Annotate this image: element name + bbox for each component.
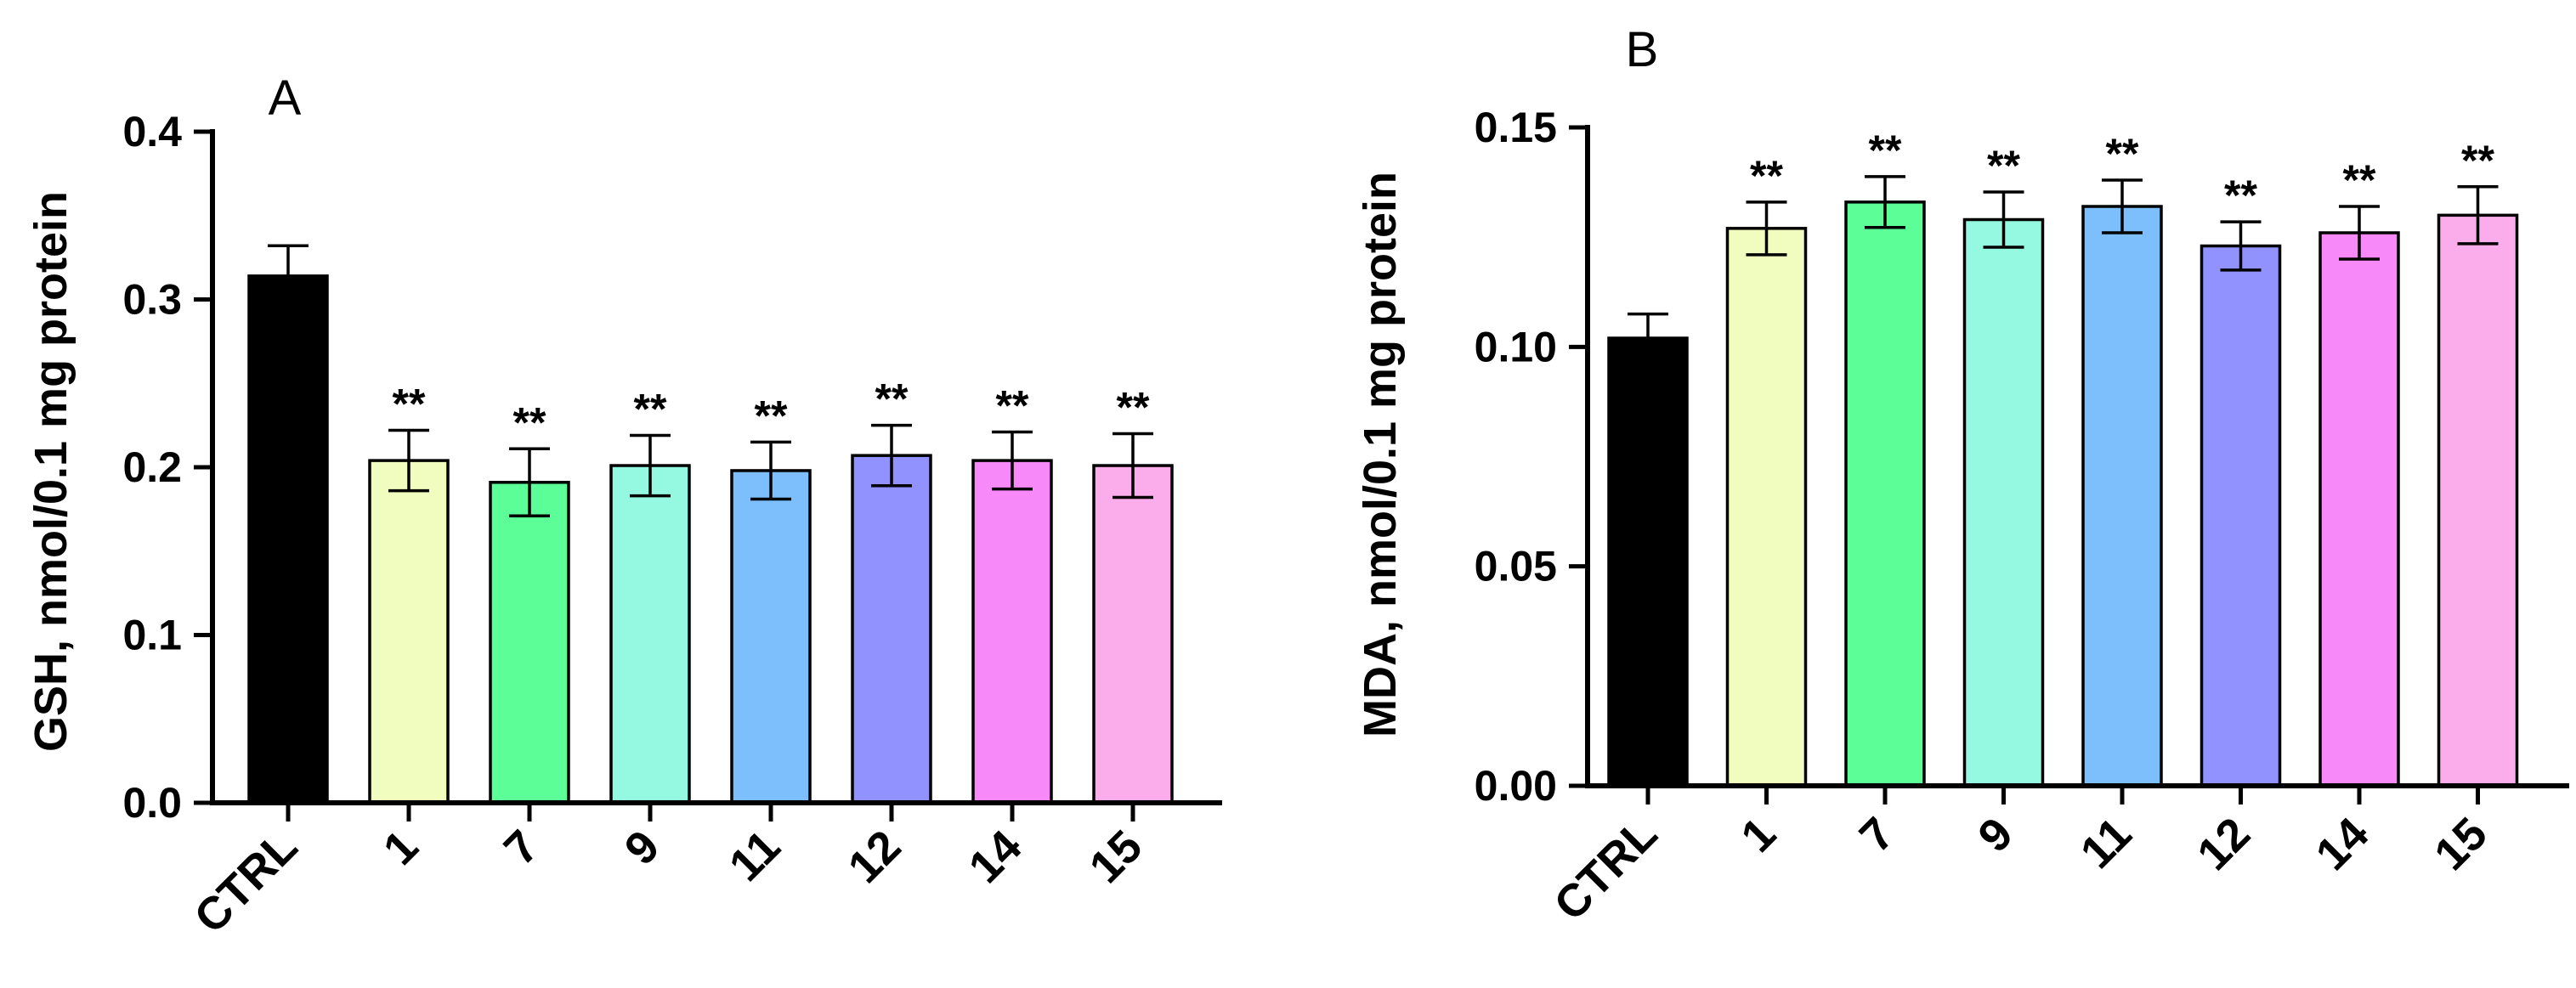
panel-b-x-tick-label-ctrl: CTRL [1544, 808, 1667, 930]
panel-a-error-bar-11 [750, 440, 791, 501]
panel-b-y-tick-label: 0.00 [1475, 762, 1557, 810]
panel-a-marks: ** ** ** ** ** ** ** 0.0 0.1 0.2 0.3 0.4 CTRL 1 7 9 11 12… [122, 108, 1222, 943]
panel-a-bar-1 [368, 459, 450, 805]
panel-b-y-tick-label: 0.15 [1475, 104, 1557, 151]
panel-b-x-tick-label-7: 7 [1850, 808, 1905, 862]
panel-a-title: A [269, 71, 302, 126]
panel-a-error-bar-7 [509, 447, 550, 518]
panel-b-title: B [1626, 22, 1659, 77]
panel-b-error-bar-ctrl [1628, 312, 1668, 338]
panel-b-x-tick-label-15: 15 [2425, 808, 2497, 880]
panel-a-y-tick-label: 0.0 [122, 779, 182, 827]
panel-a-y-axis-label: GSH, nmol/0.1 mg protein [25, 191, 76, 752]
panel-b-error-bar-9 [1983, 190, 2024, 249]
panel-b-y-tick-label: 0.10 [1475, 323, 1557, 370]
panel-a-x-tick-label-15: 15 [1080, 821, 1152, 893]
panel-b-y-axis-label: MDA, nmol/0.1 mg protein [1355, 172, 1406, 737]
panel-a-y-tick-label: 0.1 [122, 612, 182, 659]
panel-a-bar-ctrl [247, 274, 329, 805]
panel-b-error-bar-7 [1865, 175, 1905, 229]
panel-b-bar-15 [2437, 213, 2519, 788]
panel-b-x-tick-label-12: 12 [2188, 808, 2260, 880]
panel-a-bar-15 [1092, 464, 1174, 805]
panel-a-error-bar-1 [388, 428, 429, 493]
panel-b-bar-11 [2081, 205, 2163, 788]
panel-b-bar-7 [1844, 200, 1926, 788]
panel-a-error-bar-12 [871, 423, 912, 488]
panel-a-y-tick-label: 0.4 [122, 108, 182, 155]
panel-a-x-tick-label-12: 12 [839, 821, 911, 893]
panel-b-bar-14 [2318, 231, 2400, 788]
panel-b-error-bar-12 [2220, 220, 2262, 272]
panel-b-significance-14: ** [2343, 156, 2376, 204]
panel-a-error-bar-ctrl [268, 244, 309, 276]
panel-b-bar-12 [2200, 244, 2282, 788]
panel-a-significance-1: ** [393, 381, 426, 428]
panel-b-significance-15: ** [2461, 137, 2494, 184]
panel-a-x-tick-label-1: 1 [374, 821, 428, 875]
panel-a-bar-11 [730, 469, 812, 805]
panel-b-significance-7: ** [1869, 127, 1902, 174]
panel-b-significance-1: ** [1750, 152, 1783, 200]
panel-a-bar-9 [609, 464, 691, 805]
panel-a-y-tick-label: 0.2 [122, 443, 182, 491]
panel-a-x-tick-label-7: 7 [495, 821, 549, 875]
panel-a-error-bar-15 [1112, 432, 1153, 500]
panel-a-x-tick-label-9: 9 [615, 821, 670, 875]
panel-b-x-tick-label-14: 14 [2307, 808, 2379, 880]
panel-b-error-bar-15 [2457, 185, 2499, 246]
panel-a-error-bar-14 [992, 430, 1033, 491]
panel-b-y-tick-label: 0.05 [1475, 543, 1557, 590]
panel-b-bar-9 [1962, 217, 2045, 788]
panel-a-bar-12 [851, 454, 932, 805]
panel-a-significance-9: ** [634, 385, 667, 432]
panel-a-bar-7 [489, 481, 570, 805]
panel-a-significance-14: ** [996, 382, 1029, 430]
panel-a-significance-15: ** [1117, 384, 1150, 432]
panel-b-error-bar-11 [2102, 178, 2143, 234]
panel-b-x-tick-label-1: 1 [1731, 808, 1786, 862]
panel-a-error-bar-9 [630, 433, 671, 498]
panel-b-x-tick-label-11: 11 [2071, 808, 2142, 878]
panel-b-error-bar-14 [2339, 205, 2380, 261]
panel-a-x-tick-label-14: 14 [960, 821, 1032, 893]
panel-b-bar-1 [1725, 227, 1808, 788]
panel-b-bar-ctrl [1607, 336, 1689, 788]
panel-b-significance-9: ** [1987, 142, 2020, 189]
panel-a-significance-12: ** [875, 375, 909, 423]
panel-a-bar-14 [971, 459, 1053, 805]
panel-b-significance-11: ** [2106, 130, 2139, 178]
panel-b-x-tick-label-9: 9 [1968, 808, 2023, 862]
panel-a-x-tick-label-11: 11 [720, 821, 790, 891]
panel-a-significance-11: ** [755, 392, 788, 439]
panel-a-significance-7: ** [513, 398, 546, 446]
panel-b-marks: ** ** ** ** ** ** ** 0.00 0.05 0.10 0.15 CTRL 1 7 9 11 1… [1475, 104, 2569, 930]
panel-a-y-tick-label: 0.3 [122, 276, 182, 324]
panel-b-error-bar-1 [1746, 200, 1787, 257]
panel-b-mda-chart: B MDA, nmol/0.1 mg protein **** ** **** ** *… [1355, 22, 2569, 930]
panel-a-gsh-chart: A GSH, nmol/0.1 mg protein ** ** ** ** ** ** *… [25, 71, 1222, 943]
panel-a-x-tick-label-ctrl: CTRL [184, 821, 307, 943]
panel-b-significance-12: ** [2224, 172, 2257, 219]
